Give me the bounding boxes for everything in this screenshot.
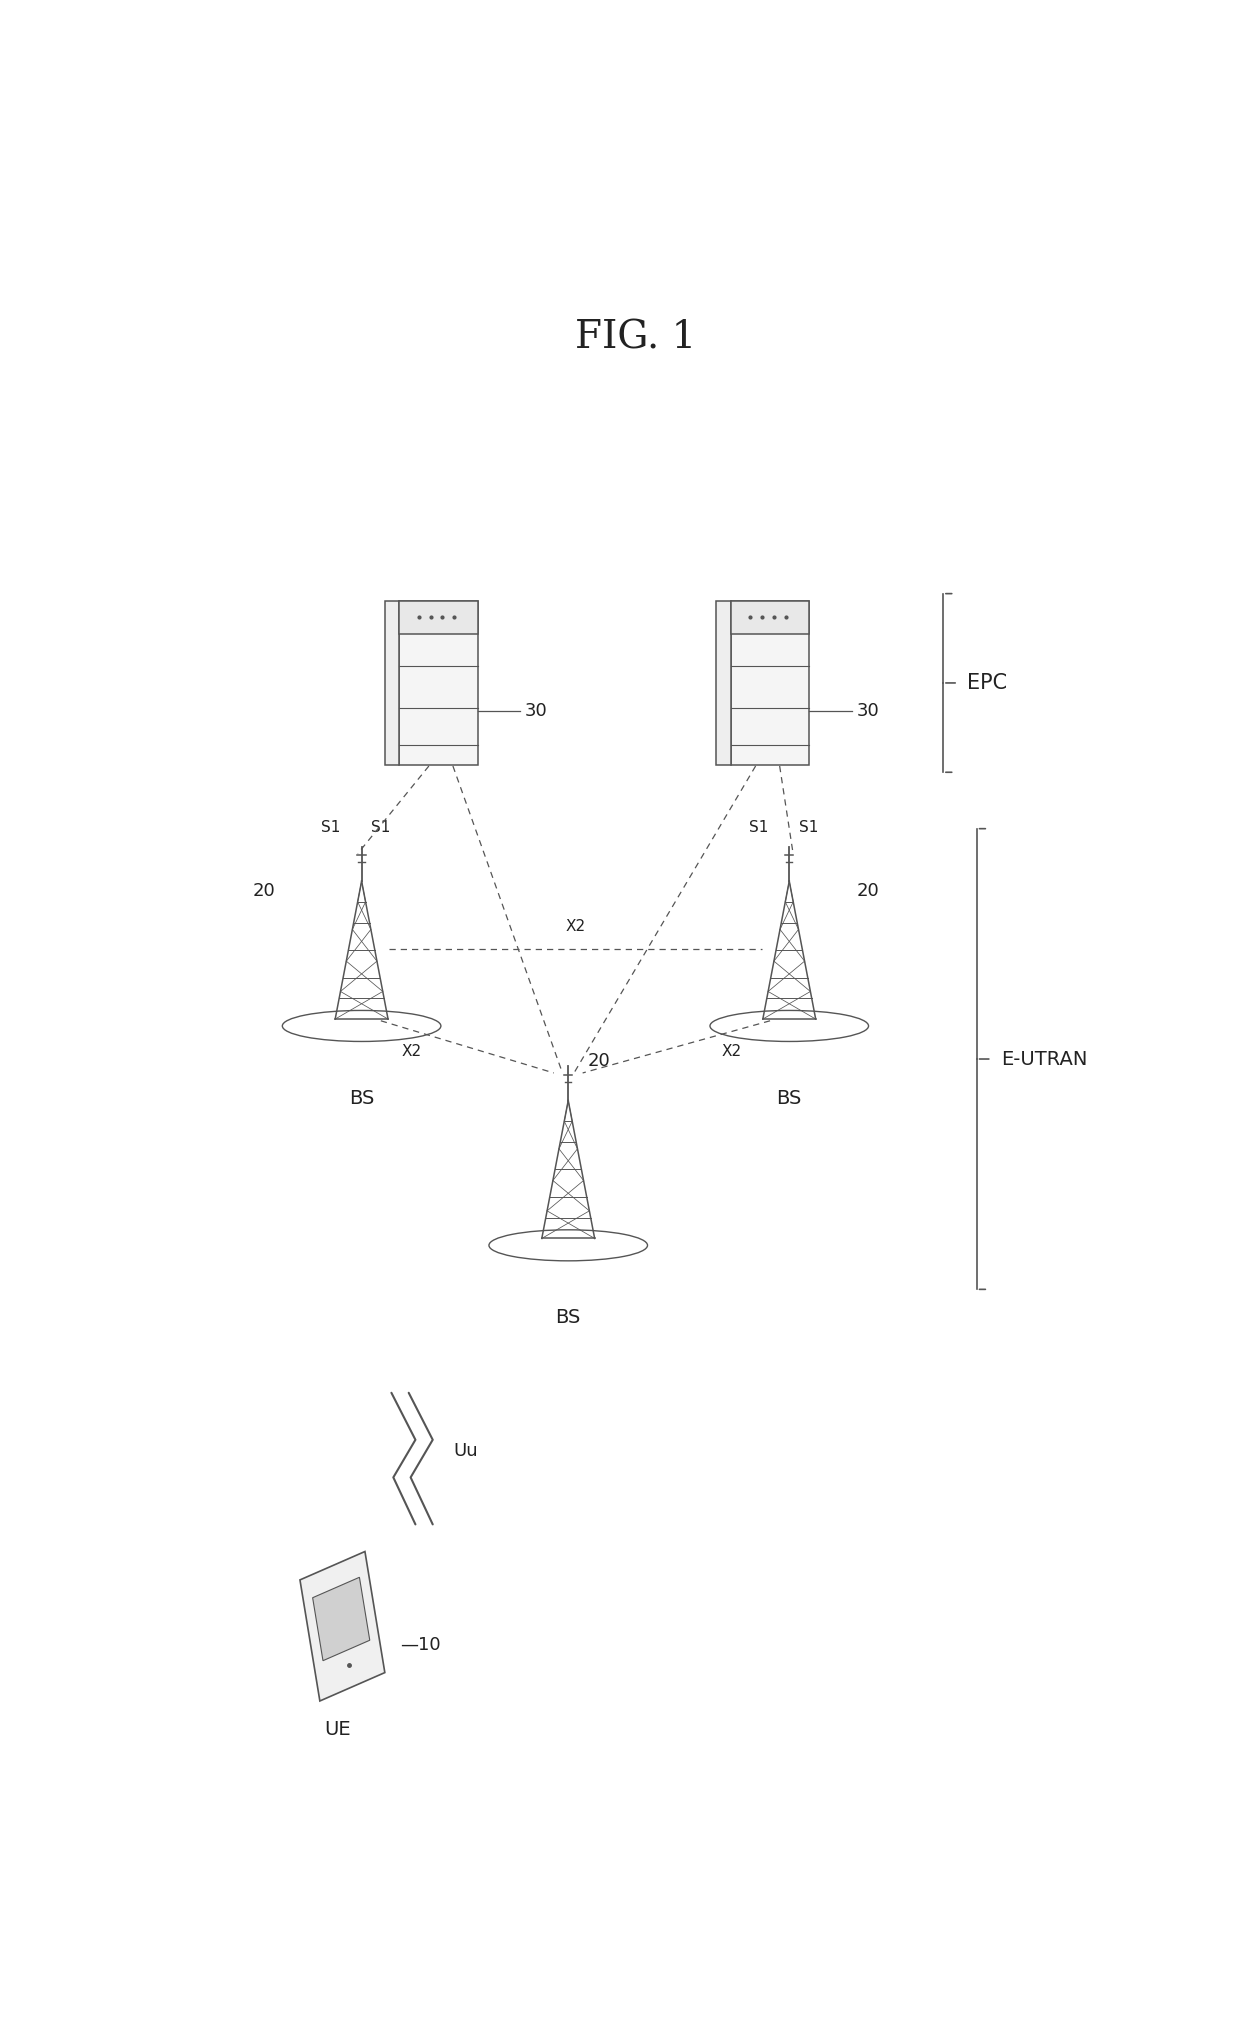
Bar <box>730 600 810 765</box>
Text: S1: S1 <box>321 820 341 834</box>
Text: 20: 20 <box>857 883 879 899</box>
Text: E-UTRAN: E-UTRAN <box>1001 1050 1087 1068</box>
Text: 30: 30 <box>525 702 548 720</box>
Text: X2: X2 <box>565 918 585 934</box>
Text: UE: UE <box>325 1720 351 1740</box>
Text: S1: S1 <box>799 820 818 834</box>
Text: 20: 20 <box>253 883 275 899</box>
Text: X2: X2 <box>722 1044 742 1058</box>
Text: BS: BS <box>348 1089 374 1107</box>
Text: EPC: EPC <box>967 674 1007 694</box>
Text: BS: BS <box>776 1089 802 1107</box>
Bar <box>730 600 810 633</box>
Polygon shape <box>300 1551 384 1701</box>
Text: FIG. 1: FIG. 1 <box>575 319 696 356</box>
Text: X2: X2 <box>402 1044 422 1058</box>
Bar <box>399 600 477 765</box>
Text: 30: 30 <box>857 702 879 720</box>
Bar <box>399 600 477 633</box>
Text: S1: S1 <box>749 820 768 834</box>
Text: —10: —10 <box>401 1636 440 1654</box>
Text: S1: S1 <box>371 820 391 834</box>
Polygon shape <box>312 1577 370 1661</box>
Bar <box>384 600 399 765</box>
Text: 20: 20 <box>588 1052 610 1070</box>
Text: BS: BS <box>556 1309 580 1327</box>
Text: Uu: Uu <box>453 1441 477 1459</box>
Bar <box>717 600 730 765</box>
